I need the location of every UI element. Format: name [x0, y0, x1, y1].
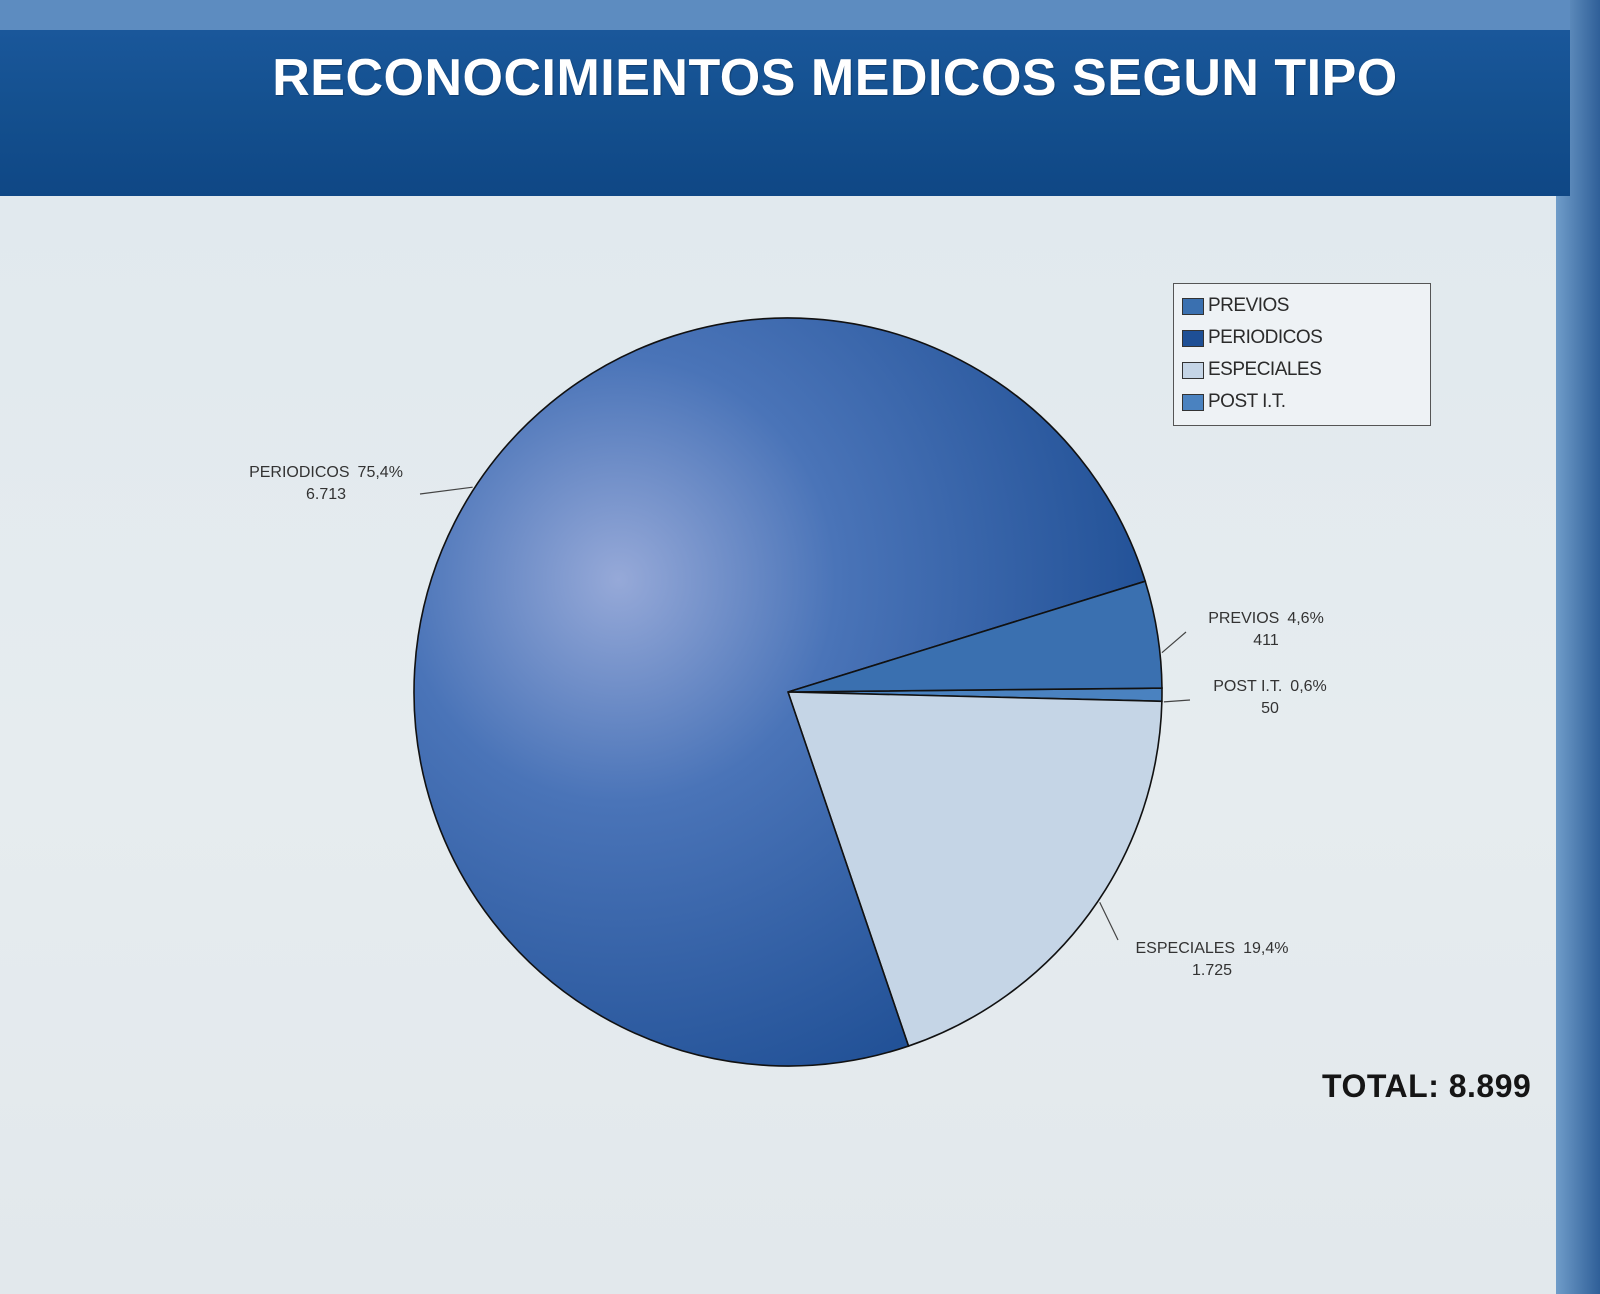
legend-label-previos: PREVIOS	[1208, 295, 1289, 316]
legend-label-post-it: POST I.T.	[1208, 391, 1286, 412]
slice-percent-post-it: 0,6%	[1290, 678, 1327, 695]
slice-name-previos: PREVIOS	[1208, 610, 1280, 627]
legend-swatch-periodicos	[1182, 329, 1204, 347]
legend-label-especiales: ESPECIALES	[1208, 359, 1322, 380]
pie-slice-periodicos	[413, 317, 1147, 1067]
slice-name-especiales: ESPECIALES	[1135, 940, 1236, 957]
pie-slice-especiales	[786, 691, 1163, 1048]
legend-swatch-previos	[1182, 297, 1204, 315]
chart-title: RECONOCIMIENTOS MEDICOS SEGUN TIPO	[272, 49, 1398, 107]
slice-percent-periodicos: 75,4%	[357, 464, 403, 481]
slice-label-post-it: POST I.T. 0,6% 50	[1190, 676, 1350, 720]
slice-label-periodicos: PERIODICOS 75,4% 6.713	[236, 462, 416, 506]
banner-strip	[0, 0, 1570, 30]
pie-slices	[413, 317, 1163, 1067]
slice-percent-especiales: 19,4%	[1243, 940, 1289, 957]
slice-value-periodicos: 6.713	[305, 486, 347, 503]
leader-lines	[419, 486, 1191, 941]
legend-item-post-it: POST I.T.	[1182, 386, 1422, 418]
slice-percent-previos: 4,6%	[1287, 610, 1324, 627]
leader-line-especiales	[1099, 901, 1119, 941]
leader-line-previos	[1161, 631, 1187, 654]
slice-value-previos: 411	[1253, 632, 1279, 649]
slice-label-especiales: ESPECIALES 19,4% 1.725	[1112, 938, 1312, 982]
slice-name-periodicos: PERIODICOS	[249, 464, 350, 481]
pie-slice-previos	[787, 580, 1163, 693]
title-banner: RECONOCIMIENTOS MEDICOS SEGUN TIPO	[0, 0, 1570, 196]
slice-value-especiales: 1.725	[1191, 962, 1233, 979]
leader-line-post-i-t	[1163, 699, 1191, 703]
slice-label-previos: PREVIOS 4,6% 411	[1186, 608, 1346, 652]
slice-value-post-it: 50	[1261, 700, 1279, 717]
legend-swatch-especiales	[1182, 361, 1204, 379]
legend-item-previos: PREVIOS	[1182, 290, 1422, 322]
legend-item-periodicos: PERIODICOS	[1182, 322, 1422, 354]
page-edge	[1556, 0, 1600, 1294]
total-count: TOTAL: 8.899	[1322, 1068, 1532, 1104]
legend-item-especiales: ESPECIALES	[1182, 354, 1422, 386]
legend: PREVIOS PERIODICOS ESPECIALES POST I.T.	[1173, 283, 1431, 426]
leader-line-periodicos	[419, 486, 473, 495]
legend-swatch-post-it	[1182, 393, 1204, 411]
legend-label-periodicos: PERIODICOS	[1208, 327, 1323, 348]
slice-name-post-it: POST I.T.	[1213, 678, 1283, 695]
